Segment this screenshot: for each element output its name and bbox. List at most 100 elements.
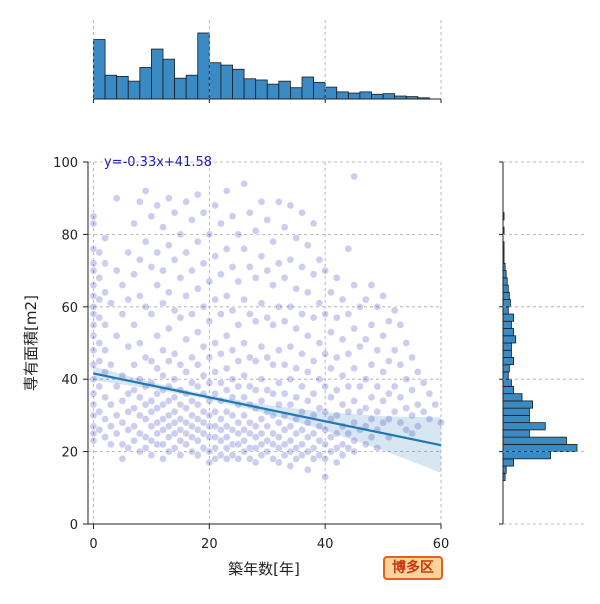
scatter-point (153, 248, 162, 257)
y-tick-label: 40 (61, 373, 78, 388)
scatter-point (367, 433, 376, 441)
scatter-point (222, 407, 231, 416)
scatter-point (222, 364, 231, 373)
scatter-point (390, 346, 399, 355)
x-hist-bar (151, 48, 164, 100)
scatter-point (263, 353, 272, 362)
scatter-point (153, 418, 162, 427)
x-hist-bar (162, 58, 175, 100)
y-hist-bar (502, 320, 512, 329)
scatter-point (321, 382, 330, 391)
scatter-point (170, 393, 179, 402)
scatter-point (170, 407, 179, 416)
y-hist-bar (502, 458, 514, 467)
x-hist-bar (278, 80, 291, 100)
scatter-point (246, 208, 254, 217)
scatter-point (321, 407, 330, 416)
scatter-point (147, 263, 156, 271)
scatter-point (240, 393, 248, 402)
x-hist-bar (185, 74, 199, 100)
scatter-point (385, 389, 393, 398)
scatter-point (321, 426, 330, 434)
scatter-point (425, 389, 434, 398)
scatter-point (246, 444, 254, 452)
scatter-point (413, 400, 422, 409)
scatter-point (135, 429, 144, 438)
scatter-point (274, 302, 283, 311)
scatter-point (257, 397, 266, 405)
scatter-point (292, 454, 301, 463)
scatter-point (298, 440, 306, 449)
scatter-point (153, 364, 162, 373)
scatter-point (332, 444, 341, 452)
y-hist-bar (502, 429, 530, 438)
y-tick-label: 20 (61, 446, 78, 461)
scatter-point (251, 357, 260, 365)
scatter-point (164, 422, 173, 431)
scatter-point (240, 371, 248, 380)
scatter-point (147, 451, 156, 460)
scatter-point (332, 429, 341, 438)
x-tick-label: 0 (89, 537, 97, 552)
scatter-point (303, 418, 312, 427)
scatter-point (217, 350, 225, 358)
scatter-point (251, 317, 260, 326)
y-hist-bar (502, 436, 567, 445)
scatter-point (390, 306, 399, 315)
scatter-point (402, 339, 411, 347)
scatter-point (159, 299, 167, 308)
scatter-point (309, 270, 318, 279)
scatter-point (263, 447, 272, 456)
scatter-point (257, 440, 266, 449)
scatter-point (332, 458, 341, 467)
scatter-point (309, 444, 318, 452)
scatter-point (257, 429, 266, 438)
scatter-point (390, 382, 399, 391)
scatter-point (338, 335, 347, 344)
x-hist-bar (208, 62, 222, 100)
scatter-point (170, 350, 179, 358)
x-hist-bar (371, 93, 384, 100)
scatter-point (205, 411, 214, 420)
scatter-point (130, 219, 138, 228)
y-tick-label: 0 (70, 518, 78, 533)
scatter-point (309, 389, 318, 398)
scatter-point (321, 454, 330, 463)
scatter-point (141, 187, 150, 195)
scatter-point (205, 378, 214, 387)
scatter-point (147, 407, 156, 416)
scatter-point (89, 360, 98, 369)
scatter-point (101, 288, 109, 297)
scatter-point (251, 444, 260, 452)
scatter-point (373, 407, 382, 416)
scatter-point (286, 447, 295, 456)
scatter-point (159, 266, 167, 275)
y-hist-bar (502, 349, 512, 358)
scatter-point (147, 212, 156, 221)
scatter-point (274, 259, 283, 268)
scatter-point (379, 331, 387, 340)
scatter-point (309, 219, 318, 228)
scatter-point (338, 295, 347, 304)
scatter-point (286, 255, 295, 264)
scatter-point (193, 382, 202, 391)
scatter-point (269, 411, 277, 420)
scatter-point (199, 208, 208, 217)
scatter-point (211, 444, 219, 452)
scatter-point (205, 458, 214, 467)
x-hist-bar (197, 32, 210, 100)
scatter-point (385, 357, 393, 365)
scatter-point (147, 357, 156, 365)
scatter-point (205, 317, 214, 326)
scatter-point (141, 302, 150, 311)
scatter-point (176, 273, 185, 282)
scatter-point (199, 342, 208, 351)
scatter-point (130, 360, 138, 369)
scatter-point (286, 436, 295, 445)
scatter-point (147, 310, 156, 318)
scatter-point (240, 339, 248, 347)
scatter-point (257, 197, 266, 206)
scatter-point (338, 371, 347, 380)
scatter-point (303, 368, 312, 376)
main-grid (88, 161, 442, 525)
